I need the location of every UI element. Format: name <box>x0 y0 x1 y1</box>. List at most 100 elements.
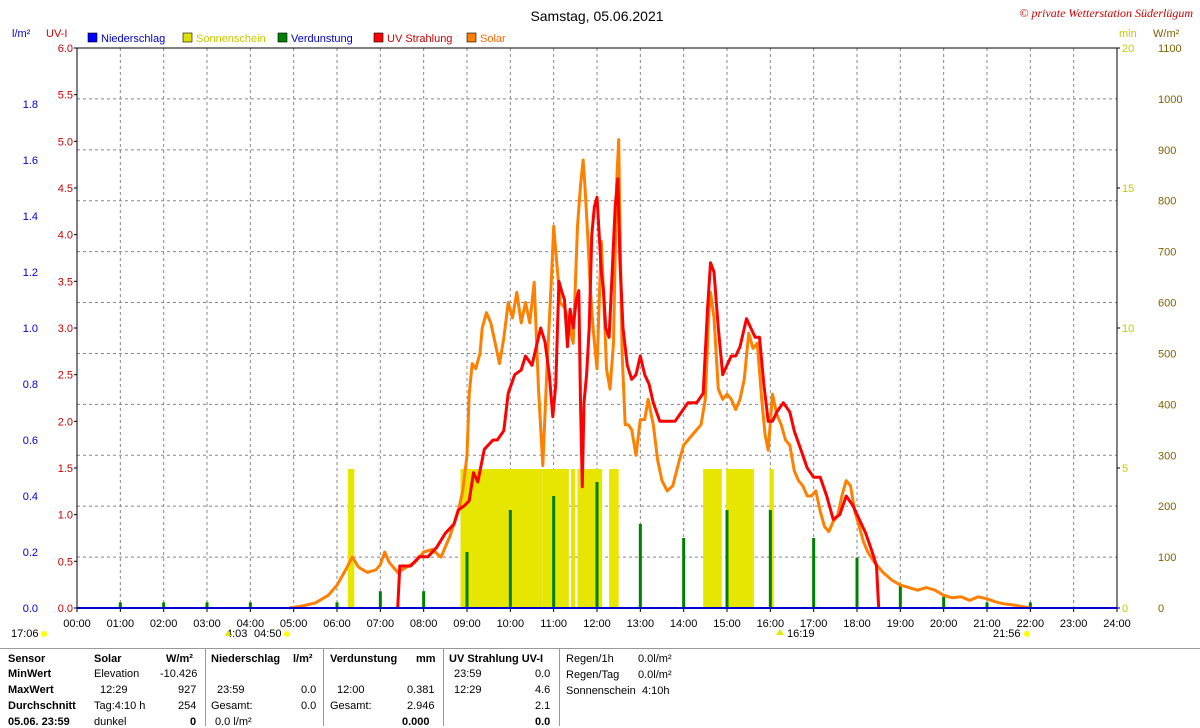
legend-swatch <box>277 32 288 43</box>
header-evap: Verdunstung <box>330 653 398 665</box>
sunshine-tick-label: 5 <box>1122 463 1128 475</box>
uv-tick-label: 2.5 <box>58 370 73 382</box>
solar-tick-label: 800 <box>1158 196 1176 208</box>
evaporation-bar <box>1028 602 1032 608</box>
solar-tick-label: 200 <box>1158 501 1176 513</box>
uv-tick-label: 2.0 <box>58 416 73 428</box>
uv-tick-label: 0.5 <box>58 556 73 568</box>
legend-label: Solar <box>480 33 506 45</box>
x-tick-label: 08:00 <box>410 618 438 630</box>
evaporation-bar <box>768 510 772 608</box>
uv-tick-label: 5.0 <box>58 136 73 148</box>
solar-tick-label: 1100 <box>1158 43 1182 55</box>
x-tick-label: 13:00 <box>627 618 655 630</box>
precip-tick-label: 0.8 <box>23 379 38 391</box>
solar-tick-label: 300 <box>1158 450 1176 462</box>
label-now: 05.06. 23:59 <box>8 716 70 728</box>
sunshine-label: Sonnenschein <box>566 685 636 697</box>
evaporation-bar <box>682 538 686 608</box>
rain-day-value: 0.0l/m² <box>638 669 672 681</box>
precip-tick-label: 1.0 <box>23 323 38 335</box>
marker-dawn: 4:03 <box>226 628 247 640</box>
sunrise-dot <box>284 631 290 637</box>
solar-avg-label: Tag:4:10 h <box>94 700 146 712</box>
legend-label: Niederschlag <box>101 33 165 45</box>
legend: Niederschlag Sonnenschein Verdunstung UV St… <box>87 32 506 45</box>
legend-swatch <box>182 32 193 43</box>
solar-now-label: dunkel <box>94 716 127 728</box>
x-tick-label: 16:00 <box>757 618 785 630</box>
uv-max-value: 4.6 <box>535 684 551 696</box>
legend-swatch <box>466 32 477 43</box>
sunshine-tick-label: 10 <box>1122 323 1134 335</box>
weather-chart: 00:00 01:00 02:00 03:00 04:00 05:00 06:00 07:00… <box>11 6 1193 640</box>
precip-now-value: 0.0 l/m² <box>215 716 252 728</box>
precip-tick-label: 1.2 <box>23 267 38 279</box>
evaporation-bar <box>465 552 469 608</box>
sun-dot <box>41 631 47 637</box>
uv-now-value: 0.0 <box>535 716 551 728</box>
evaporation-bars <box>118 482 1032 608</box>
label-avg: Durchschnitt <box>8 700 76 712</box>
uv-tick-label: 0.0 <box>58 603 73 615</box>
evap-now-value: 0.000 <box>402 716 430 728</box>
uv-tick-label: 5.5 <box>58 90 73 102</box>
x-tick-label: 06:00 <box>323 618 351 630</box>
chart-grid <box>77 48 1117 608</box>
x-tick-label: 14:00 <box>670 618 698 630</box>
evap-total-label: Gesamt: <box>330 700 372 712</box>
solar-min-value: -10.426 <box>160 668 198 680</box>
precip-tick-label: 0.0 <box>23 603 38 615</box>
unit-solar: W/m² <box>1153 28 1180 40</box>
label-max: MaxWert <box>8 684 54 696</box>
x-tick-label: 12:00 <box>583 618 611 630</box>
x-tick-label: 01:00 <box>107 618 135 630</box>
evaporation-bar <box>552 496 556 608</box>
solar-max-value: 927 <box>178 684 197 696</box>
header-solar-unit: W/m² <box>166 653 193 665</box>
legend-swatch <box>373 32 384 43</box>
solar-tick-label: 700 <box>1158 247 1176 259</box>
precip-tick-label: 0.2 <box>23 547 38 559</box>
legend-label: Verdunstung <box>291 33 353 45</box>
precip-tick-label: 0.6 <box>23 435 38 447</box>
evaporation-bar <box>812 538 816 608</box>
x-tick-label: 04:00 <box>237 618 265 630</box>
sunshine-bar <box>726 469 753 608</box>
solar-tick-label: 500 <box>1158 348 1176 360</box>
evaporation-bar <box>248 602 252 608</box>
marker-noon: 16:19 <box>787 628 815 640</box>
evaporation-bar <box>378 591 382 608</box>
solar-tick-label: 100 <box>1158 552 1176 564</box>
x-tick-label: 02:00 <box>150 618 178 630</box>
unit-sunshine: min <box>1119 28 1137 40</box>
precip-max-value: 0.0 <box>301 684 317 696</box>
evaporation-bar <box>725 510 729 608</box>
rain-1h-label: Regen/1h <box>566 653 614 665</box>
header-precip-unit: l/m² <box>293 653 313 665</box>
precip-max-label: 23:59 <box>217 684 245 696</box>
evaporation-bar <box>595 482 599 608</box>
x-tick-label: 07:00 <box>367 618 395 630</box>
x-tick-label: 19:00 <box>887 618 915 630</box>
precip-total-label: Gesamt: <box>211 700 253 712</box>
uv-tick-label: 6.0 <box>58 43 73 55</box>
legend-label: UV Strahlung <box>387 33 452 45</box>
solar-max-label: 12:29 <box>100 684 128 696</box>
dawn-triangle <box>225 630 231 636</box>
evaporation-bar <box>335 602 339 608</box>
copyright-text: © private Wetterstation Süderlügum <box>1019 6 1193 20</box>
x-tick-label: 03:00 <box>193 618 221 630</box>
sunshine-bar <box>460 469 543 608</box>
chart-title: Samstag, 05.06.2021 <box>530 8 663 24</box>
stats-precip: Niederschlag l/m² 23:59 0.0 Gesamt: 0.0 … <box>211 648 321 728</box>
uv-tick-label: 3.5 <box>58 276 73 288</box>
sunshine-value: 4:10h <box>642 685 670 697</box>
x-tick-label: 00:00 <box>63 618 91 630</box>
x-tick-label: 09:00 <box>453 618 481 630</box>
x-tick-label: 15:00 <box>713 618 741 630</box>
series-solar <box>289 138 1031 610</box>
x-tick-label: 22:00 <box>1017 618 1045 630</box>
evaporation-bar <box>422 591 426 608</box>
series-uv-strahlung <box>396 177 881 609</box>
